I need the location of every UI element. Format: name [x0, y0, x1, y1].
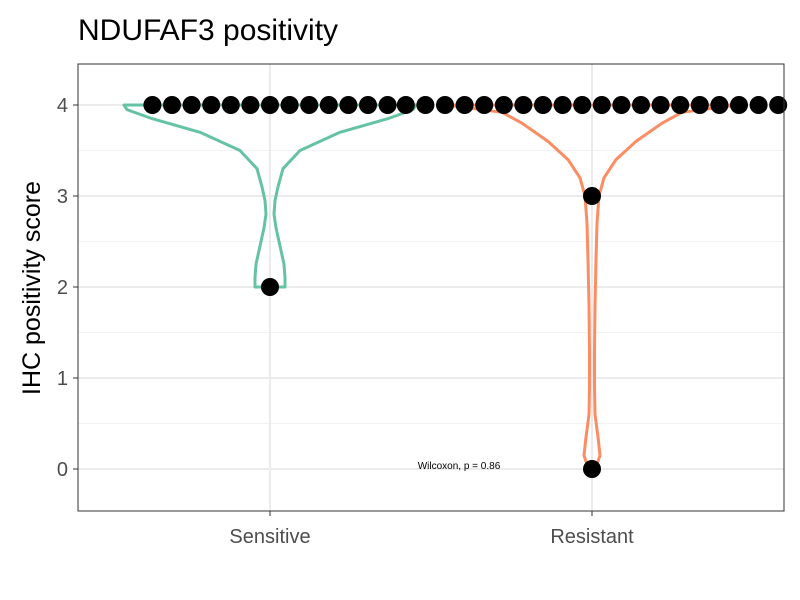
y-tick-label: 3 — [57, 186, 68, 208]
x-tick-label: Sensitive — [229, 526, 310, 548]
y-tick-label: 4 — [57, 95, 68, 117]
chart-title: NDUFAF3 positivity — [78, 14, 338, 47]
data-point — [378, 96, 397, 114]
y-axis-label: IHC positivity score — [18, 181, 46, 395]
data-point — [769, 96, 788, 114]
data-point — [202, 96, 221, 114]
grid-minor — [78, 150, 784, 424]
data-point — [592, 96, 611, 114]
data-point — [494, 96, 513, 114]
data-point — [651, 96, 670, 114]
data-point — [514, 96, 533, 114]
violin-sensitive — [122, 103, 418, 289]
data-point — [690, 96, 709, 114]
wilcoxon-annotation: Wilcoxon, p = 0.86 — [418, 461, 501, 472]
grid-major — [78, 64, 784, 511]
data-point — [583, 187, 601, 205]
data-point — [749, 96, 768, 114]
data-point — [475, 96, 494, 114]
data-point — [710, 96, 729, 114]
data-point — [221, 96, 240, 114]
y-tick-label: 0 — [57, 459, 68, 481]
data-point — [261, 96, 279, 114]
data-point — [671, 96, 690, 114]
data-point — [261, 278, 279, 296]
data-point — [573, 96, 592, 114]
y-tick-label: 2 — [57, 277, 68, 299]
data-point — [583, 460, 601, 478]
y-tick-label: 1 — [57, 368, 68, 390]
points — [143, 96, 788, 478]
data-point — [553, 96, 572, 114]
data-point — [163, 96, 181, 114]
data-point — [319, 96, 338, 114]
data-point — [182, 96, 201, 114]
data-point — [241, 96, 260, 114]
x-tick-label: Resistant — [550, 526, 634, 548]
data-point — [300, 96, 319, 114]
data-point — [436, 96, 454, 114]
data-point — [359, 96, 377, 114]
data-point — [416, 96, 435, 114]
data-point — [612, 96, 631, 114]
data-point — [280, 96, 299, 114]
data-point — [455, 96, 474, 114]
y-axis-ticks: 0 1 2 3 4 — [57, 95, 78, 481]
data-point — [632, 96, 650, 114]
data-point — [396, 96, 415, 114]
data-point — [339, 96, 358, 114]
data-point — [730, 96, 748, 114]
data-point — [143, 96, 162, 114]
x-axis-ticks: Sensitive Resistant — [229, 511, 634, 548]
data-point — [534, 96, 552, 114]
